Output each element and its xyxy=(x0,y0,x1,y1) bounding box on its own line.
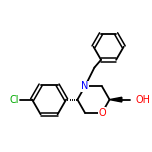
Text: OH: OH xyxy=(136,95,151,105)
Text: Cl: Cl xyxy=(9,95,19,105)
Text: N: N xyxy=(81,81,89,91)
Polygon shape xyxy=(110,97,122,102)
Text: O: O xyxy=(98,108,106,118)
